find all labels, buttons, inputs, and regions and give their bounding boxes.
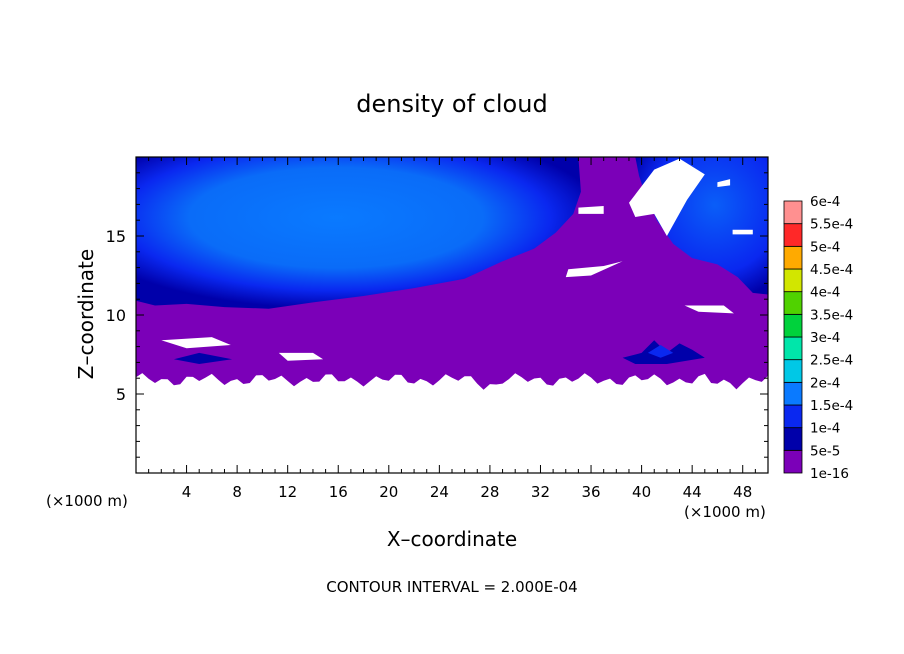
x-axis-unit: (×1000 m) — [684, 503, 766, 521]
colorbar-swatch — [783, 291, 803, 315]
colorbar-legend: 1e-16 5e-5 1e-4 1.5e-4 2e-4 2.5e-4 3e-4 3.5e-4 4… — [783, 194, 853, 482]
x-tick-label: 44 — [683, 483, 702, 501]
x-tick-label: 16 — [329, 483, 348, 501]
colorbar-label: 4e-4 — [810, 285, 840, 301]
x-tick-label: 36 — [581, 483, 600, 501]
chart-title: density of cloud — [356, 90, 547, 118]
x-tick-label: 28 — [480, 483, 499, 501]
y-tick-labels: 5 10 15 — [106, 227, 126, 404]
x-tick-label: 32 — [531, 483, 550, 501]
colorbar-swatch — [783, 404, 803, 429]
x-tick-label: 20 — [379, 483, 398, 501]
colorbar-label: 1e-16 — [810, 466, 849, 482]
heatmap-field — [136, 157, 768, 473]
colorbar-label: 5e-4 — [810, 239, 840, 255]
colorbar-label: 3.5e-4 — [810, 307, 853, 323]
x-tick-label: 4 — [182, 483, 192, 501]
x-tick-labels: 4 8 12 16 20 24 28 32 36 40 44 48 — [182, 483, 752, 501]
colorbar-label: 2e-4 — [810, 375, 840, 391]
clear-patch — [565, 261, 623, 278]
clear-patch — [578, 206, 604, 214]
colorbar-label: 5e-5 — [810, 443, 840, 459]
x-tick-label: 24 — [430, 483, 449, 501]
colorbar-swatch — [783, 359, 803, 383]
cloud-cell — [173, 352, 233, 364]
colorbar-label: 3e-4 — [810, 330, 840, 346]
colorbar-label: 4.5e-4 — [810, 262, 853, 278]
y-tick-label: 10 — [106, 306, 126, 325]
x-axis-label: X–coordinate — [387, 527, 517, 551]
axis-ticks — [136, 157, 768, 473]
x-tick-label: 40 — [632, 483, 651, 501]
y-axis-unit: (×1000 m) — [46, 492, 128, 510]
y-tick-label: 15 — [106, 227, 126, 246]
upper-anvil-region — [136, 157, 581, 309]
colorbar-swatch — [783, 381, 803, 406]
x-tick-label: 48 — [733, 483, 752, 501]
colorbar-label: 1e-4 — [810, 421, 840, 437]
colorbar-swatch — [783, 245, 803, 270]
clear-patch — [161, 337, 231, 349]
clear-patch — [732, 229, 753, 235]
x-tick-label: 12 — [278, 483, 297, 501]
colorbar-label: 1.5e-4 — [810, 398, 853, 414]
clear-patch — [629, 158, 705, 236]
y-axis-label: Z–coordinate — [74, 249, 98, 379]
small-cloud-cells — [173, 340, 705, 364]
colorbar-label: 2.5e-4 — [810, 353, 853, 369]
colorbar-swatch — [783, 336, 803, 361]
cloud-cell — [647, 345, 674, 358]
colorbar-swatch — [783, 200, 803, 225]
clear-patch — [684, 305, 734, 314]
colorbar-swatch — [783, 427, 803, 451]
colorbar-label: 5.5e-4 — [810, 217, 853, 233]
clear-patch — [717, 179, 731, 187]
x-tick-label: 8 — [232, 483, 242, 501]
clear-air-region — [136, 373, 768, 473]
y-tick-label: 5 — [116, 385, 126, 404]
contour-interval-note: CONTOUR INTERVAL = 2.000E-04 — [326, 578, 577, 596]
colorbar-swatch — [783, 313, 803, 338]
colorbar-swatch — [783, 223, 803, 247]
clear-patch — [278, 352, 324, 361]
colorbar-swatch — [783, 449, 803, 474]
clear-air-patches — [161, 158, 753, 361]
colorbar-swatch — [783, 268, 803, 293]
colorbar-label: 6e-4 — [810, 194, 840, 210]
